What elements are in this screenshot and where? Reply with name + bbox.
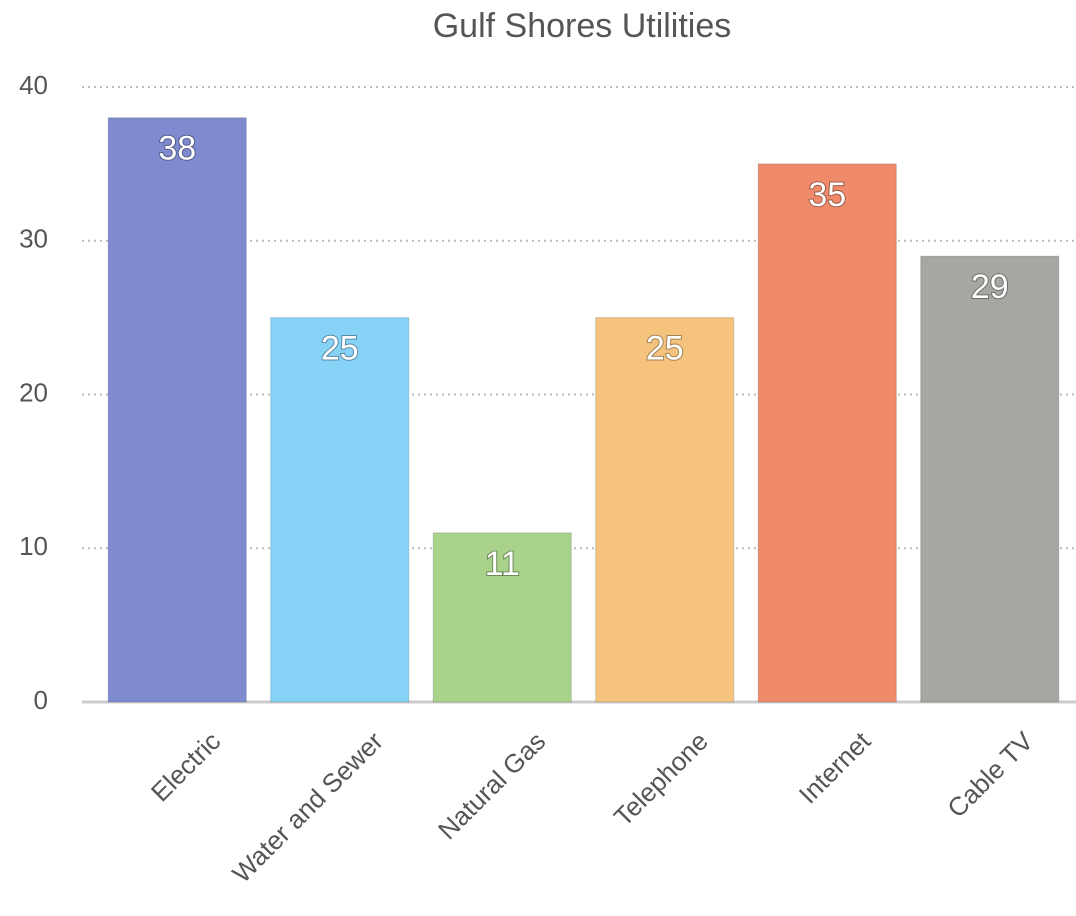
y-tick-label: 40 xyxy=(19,70,48,100)
bar xyxy=(432,532,572,703)
bar xyxy=(270,317,410,703)
data-label: 29 xyxy=(971,268,1009,306)
chart-title: Gulf Shores Utilities xyxy=(433,7,732,45)
data-label: 35 xyxy=(808,176,846,214)
data-label: 38 xyxy=(158,130,196,168)
bar xyxy=(757,163,897,703)
data-label: 25 xyxy=(646,330,684,368)
bar xyxy=(595,317,735,703)
y-tick-label: 0 xyxy=(34,685,48,715)
x-tick-label: Internet xyxy=(793,725,877,809)
data-label: 11 xyxy=(485,545,520,583)
x-tick-label: Cable TV xyxy=(941,725,1039,823)
x-tick-label: Electric xyxy=(145,726,226,807)
x-tick-label: Telephone xyxy=(608,726,714,832)
data-label: 25 xyxy=(321,330,359,368)
y-tick-label: 30 xyxy=(19,224,48,254)
x-tick-label: Water and Sewer xyxy=(226,726,389,889)
y-tick-label: 20 xyxy=(19,377,48,407)
bar xyxy=(107,117,247,703)
bar xyxy=(920,255,1060,703)
x-tick-label: Natural Gas xyxy=(432,726,551,845)
y-tick-label: 10 xyxy=(19,531,48,561)
